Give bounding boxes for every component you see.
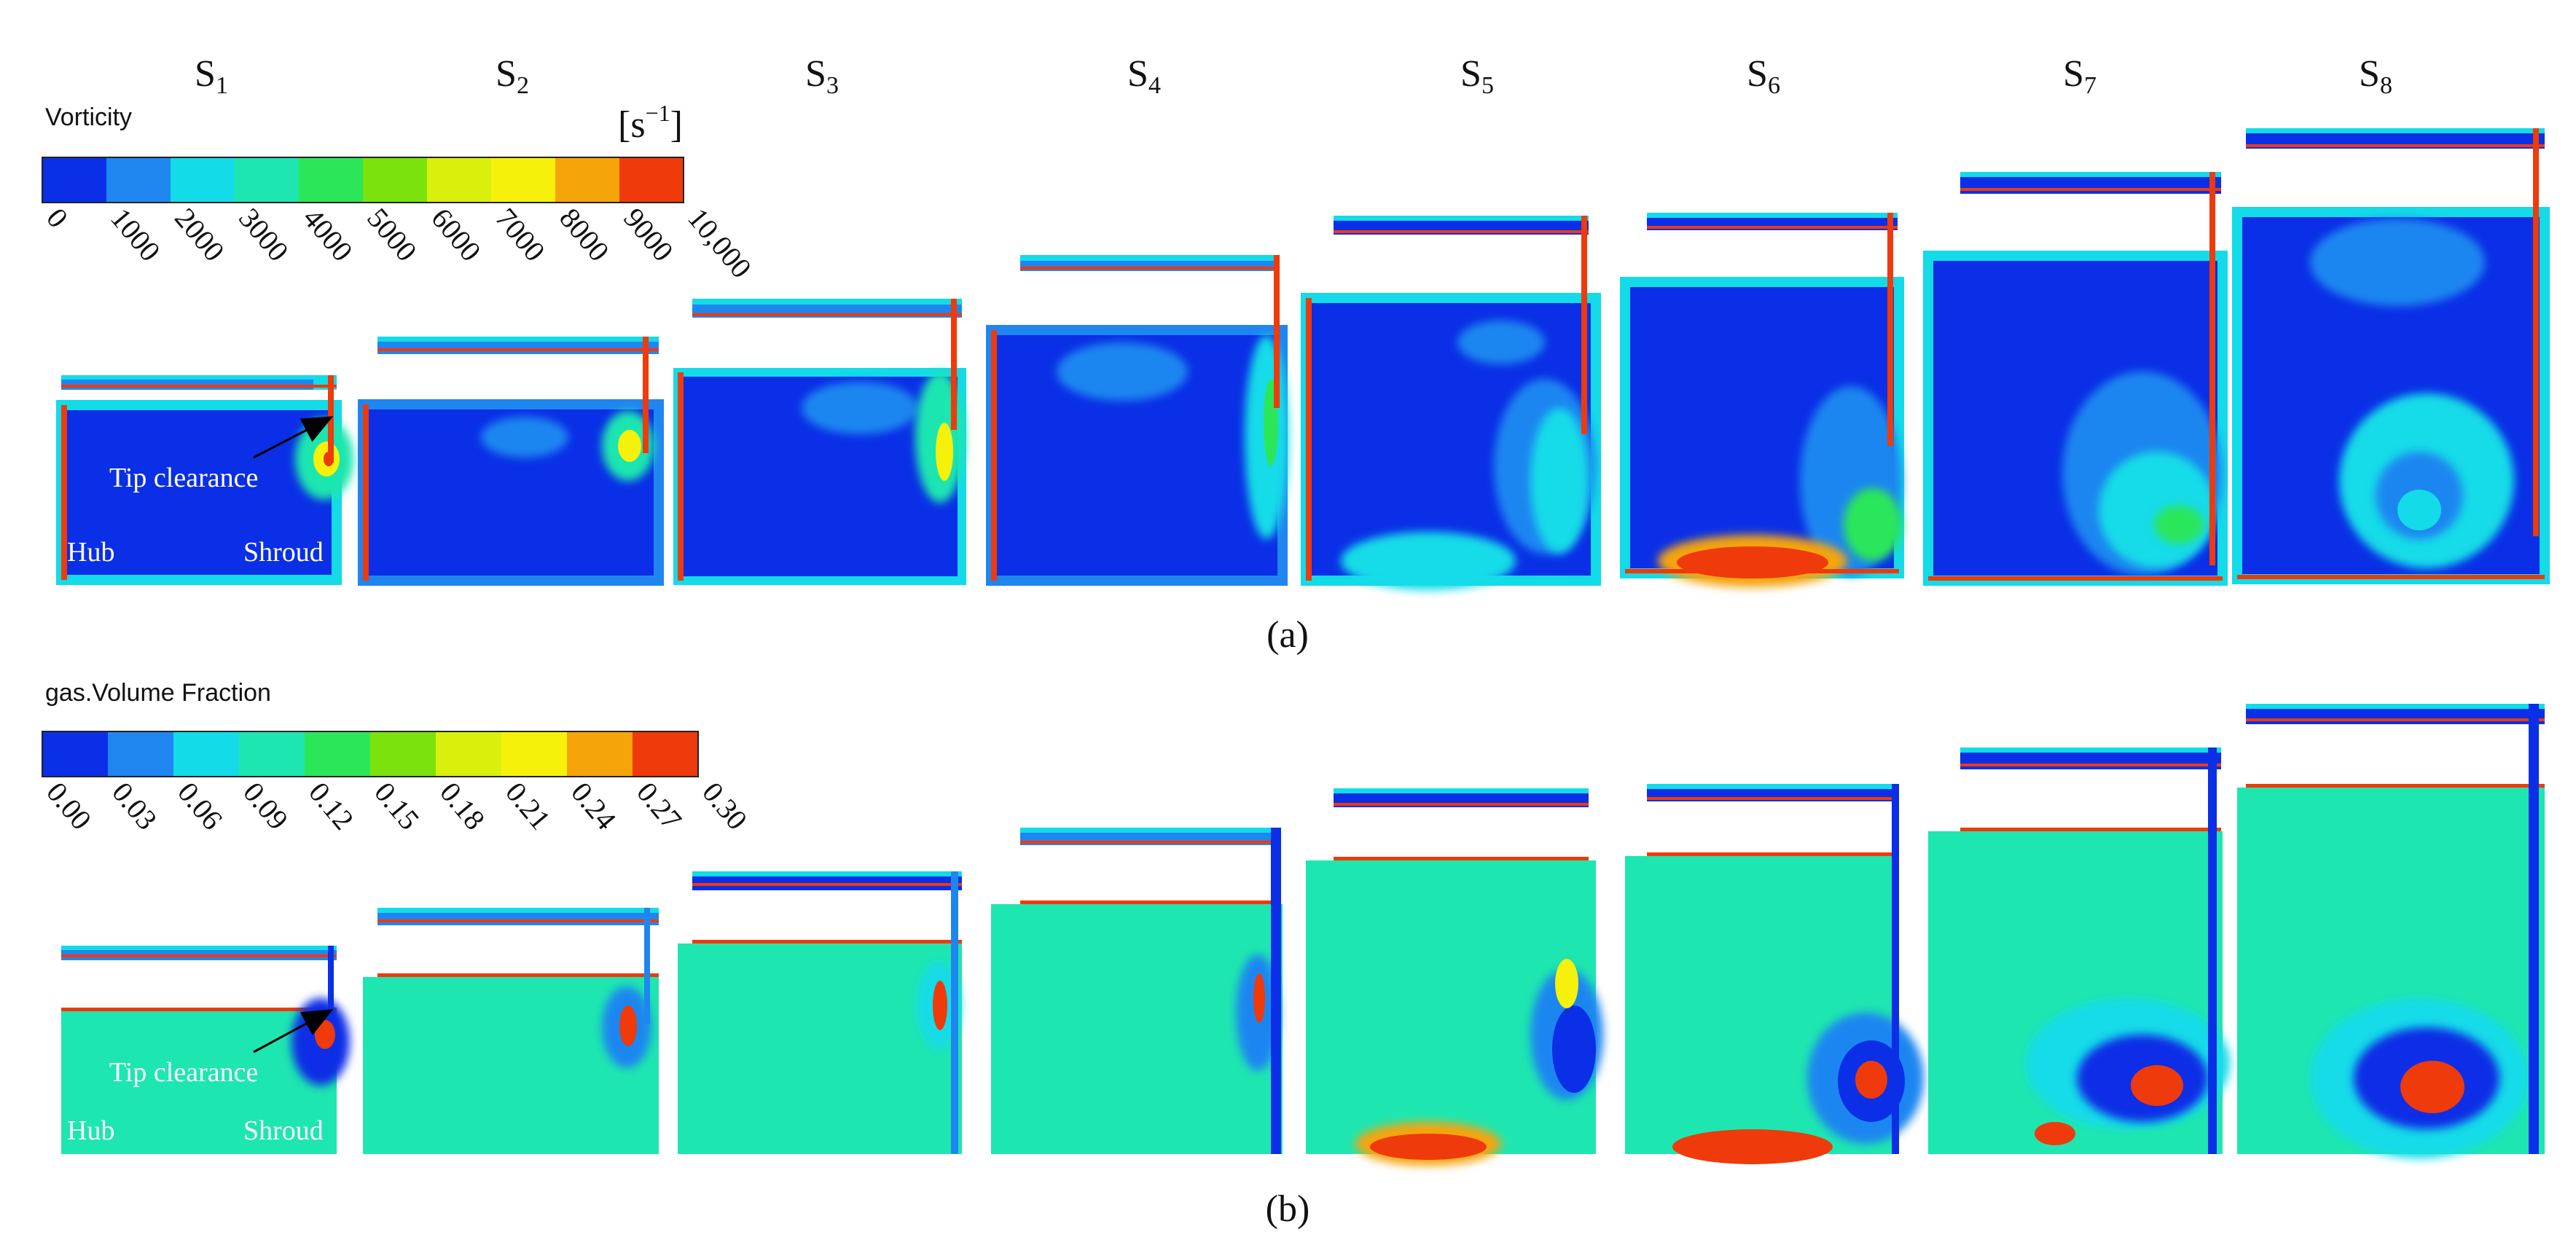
contour-section-b1: Tip clearance Hub Shroud bbox=[61, 946, 350, 1154]
contour-section-a5 bbox=[1301, 216, 1601, 590]
colorbar-swatch bbox=[619, 157, 684, 203]
caption-a: (a) bbox=[1267, 614, 1309, 656]
colorbar-swatch bbox=[555, 157, 619, 203]
shroud-label: Shroud bbox=[243, 537, 324, 568]
tick-label: 5000 bbox=[361, 202, 423, 267]
colorbar-swatch bbox=[567, 731, 633, 777]
colorbar-swatch bbox=[370, 731, 436, 777]
tick-label: 0.24 bbox=[565, 776, 622, 836]
tip-clearance-arrow bbox=[253, 1009, 334, 1053]
section-title-s5: S5 bbox=[1460, 53, 1494, 99]
panel-b: gas.Volume Fraction 0.00 0.03 0.06 0.09 … bbox=[40, 679, 2545, 1230]
section-title-s3: S3 bbox=[805, 53, 839, 99]
tick-label: 6000 bbox=[425, 202, 488, 267]
contour-section-a7 bbox=[1923, 172, 2228, 586]
tip-clearance-label: Tip clearance bbox=[109, 1057, 258, 1088]
contour-section-a2 bbox=[358, 337, 664, 586]
contour-section-a8 bbox=[2232, 128, 2550, 584]
tick-label: 0.09 bbox=[237, 776, 294, 836]
colorbar-swatch bbox=[633, 731, 698, 777]
colorbar-swatch bbox=[305, 731, 370, 777]
colorbar-swatch bbox=[239, 731, 305, 777]
tick-label: 9000 bbox=[617, 202, 680, 267]
tick-label: 2000 bbox=[168, 202, 231, 267]
section-title-s4: S4 bbox=[1127, 53, 1161, 99]
tick-label: 3000 bbox=[232, 202, 295, 267]
colorbar-swatch bbox=[42, 731, 108, 777]
contour-section-a6 bbox=[1620, 213, 1904, 587]
contour-section-b6 bbox=[1625, 784, 1924, 1164]
tick-label: 0.18 bbox=[434, 776, 491, 836]
tick-label: 0.00 bbox=[40, 776, 98, 836]
colorbar-swatch bbox=[173, 731, 239, 777]
colorbar-swatch bbox=[501, 731, 567, 777]
tick-label: 1000 bbox=[104, 202, 167, 267]
tick-label: 7000 bbox=[489, 202, 552, 267]
colorbar-swatch bbox=[106, 157, 171, 203]
colorbar-title-volume-fraction: gas.Volume Fraction bbox=[45, 679, 271, 707]
tip-clearance-label: Tip clearance bbox=[109, 463, 258, 493]
tick-label: 0.21 bbox=[499, 776, 557, 836]
contour-section-a4 bbox=[986, 255, 1288, 586]
tick-label: 0.15 bbox=[368, 776, 426, 836]
tick-label: 10,000 bbox=[681, 202, 758, 284]
colorbar-swatch bbox=[491, 157, 555, 203]
contour-section-b8 bbox=[2237, 704, 2545, 1158]
tick-label: 0 bbox=[40, 202, 74, 234]
section-title-s7: S7 bbox=[2063, 53, 2097, 99]
tick-label: 4000 bbox=[297, 202, 359, 267]
colorbar-swatch bbox=[427, 157, 491, 203]
tick-label: 0.06 bbox=[171, 776, 229, 836]
colorbar-frame bbox=[42, 157, 684, 203]
contour-section-b5 bbox=[1306, 788, 1603, 1166]
colorbar-swatch bbox=[42, 157, 106, 203]
colorbar-frame bbox=[42, 731, 699, 777]
shroud-label: Shroud bbox=[243, 1115, 324, 1146]
colorbar-swatch bbox=[363, 157, 427, 203]
colorbar-ticks-volume-fraction: 0.00 0.03 0.06 0.09 0.12 0.15 0.18 0.21 … bbox=[40, 776, 753, 836]
colorbar-swatch bbox=[171, 157, 235, 203]
colorbar-swatch bbox=[299, 157, 363, 203]
contour-section-a3 bbox=[673, 299, 966, 585]
colorbar-title-vorticity: Vorticity bbox=[45, 103, 132, 131]
tick-label: 0.12 bbox=[302, 776, 360, 836]
colorbar-ticks-vorticity: 0 1000 2000 3000 4000 5000 6000 7000 800… bbox=[40, 202, 758, 284]
tick-label: 0.03 bbox=[106, 776, 163, 836]
colorbar-swatch bbox=[108, 731, 173, 777]
contour-section-a1: Tip clearance Hub Shroud bbox=[56, 375, 353, 585]
colorbar-unit: [s−1] bbox=[618, 100, 683, 146]
tick-label: 0.27 bbox=[630, 776, 688, 836]
caption-b: (b) bbox=[1266, 1188, 1310, 1230]
panel-a: Vorticity [s−1] 0 1000 2000 3000 4000 50… bbox=[40, 100, 2550, 656]
section-title-s1: S1 bbox=[195, 53, 228, 99]
section-titles: S1 S2 S3 S4 S5 S6 S7 S8 bbox=[195, 53, 2392, 99]
contour-section-b7 bbox=[1928, 747, 2230, 1154]
section-title-s6: S6 bbox=[1747, 53, 1780, 99]
colorbar-swatch bbox=[235, 157, 299, 203]
hub-label: Hub bbox=[67, 537, 114, 568]
colorbar-volume-fraction bbox=[42, 731, 699, 777]
contour-section-b2 bbox=[363, 908, 659, 1154]
contour-section-b3 bbox=[678, 871, 962, 1154]
tip-clearance-arrow bbox=[253, 416, 334, 459]
section-title-s2: S2 bbox=[496, 53, 529, 99]
tick-label: 8000 bbox=[553, 202, 616, 267]
section-title-s8: S8 bbox=[2359, 53, 2392, 99]
colorbar-vorticity bbox=[42, 157, 684, 203]
contour-section-b4 bbox=[991, 828, 1283, 1154]
hub-label: Hub bbox=[67, 1115, 114, 1146]
colorbar-swatch bbox=[436, 731, 501, 777]
tick-label: 0.30 bbox=[696, 776, 753, 836]
